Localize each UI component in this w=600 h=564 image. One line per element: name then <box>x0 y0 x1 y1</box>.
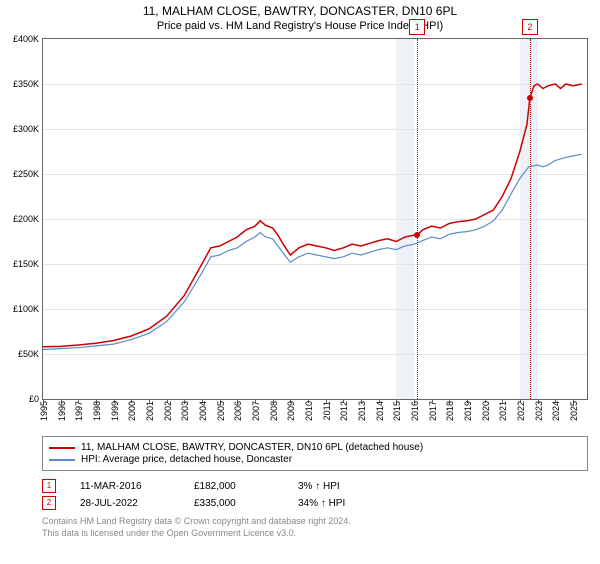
footer-line1: Contains HM Land Registry data © Crown c… <box>42 516 588 528</box>
x-axis-label: 2016 <box>410 401 420 421</box>
x-axis-label: 2022 <box>516 401 526 421</box>
event-vline <box>530 39 531 399</box>
y-axis-label: £300K <box>13 124 39 134</box>
event-price: £335,000 <box>194 498 274 509</box>
legend-swatch <box>49 459 75 461</box>
x-axis-label: 2013 <box>357 401 367 421</box>
x-axis-label: 2017 <box>428 401 438 421</box>
event-diff: 34% ↑ HPI <box>298 498 378 509</box>
x-axis-label: 2004 <box>198 401 208 421</box>
event-marker: 1 <box>409 19 425 35</box>
x-axis-label: 1995 <box>39 401 49 421</box>
chart-title: 11, MALHAM CLOSE, BAWTRY, DONCASTER, DN1… <box>0 4 600 18</box>
legend-row: 11, MALHAM CLOSE, BAWTRY, DONCASTER, DN1… <box>49 442 581 453</box>
x-axis-label: 2015 <box>392 401 402 421</box>
x-axis-label: 2019 <box>463 401 473 421</box>
event-price: £182,000 <box>194 481 274 492</box>
event-date: 28-JUL-2022 <box>80 498 170 509</box>
footer-line2: This data is licensed under the Open Gov… <box>42 528 588 540</box>
x-axis-label: 2011 <box>322 401 332 420</box>
legend-row: HPI: Average price, detached house, Donc… <box>49 454 581 465</box>
y-axis-label: £350K <box>13 79 39 89</box>
event-date: 11-MAR-2016 <box>80 481 170 492</box>
legend-label: HPI: Average price, detached house, Donc… <box>81 454 292 465</box>
y-axis-label: £400K <box>13 34 39 44</box>
chart-plot-area: £0£50K£100K£150K£200K£250K£300K£350K£400… <box>42 38 588 400</box>
legend-box: 11, MALHAM CLOSE, BAWTRY, DONCASTER, DN1… <box>42 436 588 471</box>
y-axis-label: £150K <box>13 259 39 269</box>
x-axis-label: 2009 <box>286 401 296 421</box>
event-marker: 2 <box>522 19 538 35</box>
y-axis-label: £100K <box>13 304 39 314</box>
y-axis-label: £200K <box>13 214 39 224</box>
event-diff: 3% ↑ HPI <box>298 481 378 492</box>
legend-swatch <box>49 447 75 449</box>
x-axis-label: 1996 <box>57 401 67 421</box>
series-property <box>43 84 582 347</box>
chart-subtitle: Price paid vs. HM Land Registry's House … <box>0 20 600 32</box>
x-axis-label: 2002 <box>163 401 173 421</box>
x-axis-label: 2006 <box>233 401 243 421</box>
x-axis-label: 1998 <box>92 401 102 421</box>
event-number-box: 1 <box>42 479 56 493</box>
x-axis-label: 2018 <box>445 401 455 421</box>
y-axis-label: £0 <box>29 394 39 404</box>
x-axis-label: 2025 <box>569 401 579 421</box>
x-axis-label: 2023 <box>534 401 544 421</box>
event-number-box: 2 <box>42 496 56 510</box>
x-axis-label: 2008 <box>269 401 279 421</box>
event-row: 2 28-JUL-2022 £335,000 34% ↑ HPI <box>42 496 588 510</box>
event-row: 1 11-MAR-2016 £182,000 3% ↑ HPI <box>42 479 588 493</box>
x-axis-label: 2007 <box>251 401 261 421</box>
y-axis-label: £250K <box>13 169 39 179</box>
x-axis-label: 2014 <box>375 401 385 421</box>
event-dot <box>527 95 533 101</box>
x-axis-label: 2012 <box>339 401 349 421</box>
x-axis-label: 2005 <box>216 401 226 421</box>
x-axis-label: 2000 <box>127 401 137 421</box>
event-dot <box>414 232 420 238</box>
chart-svg <box>43 39 587 399</box>
x-axis-label: 2010 <box>304 401 314 421</box>
x-axis-label: 1997 <box>74 401 84 421</box>
footer-attribution: Contains HM Land Registry data © Crown c… <box>42 516 588 539</box>
series-hpi <box>43 154 582 349</box>
x-axis-label: 2001 <box>145 401 155 421</box>
x-axis-label: 2021 <box>498 401 508 421</box>
x-axis-label: 1999 <box>110 401 120 421</box>
x-axis-label: 2003 <box>180 401 190 421</box>
y-axis-label: £50K <box>18 349 39 359</box>
event-vline <box>417 39 418 399</box>
x-axis-label: 2024 <box>551 401 561 421</box>
legend-label: 11, MALHAM CLOSE, BAWTRY, DONCASTER, DN1… <box>81 442 423 453</box>
events-table: 1 11-MAR-2016 £182,000 3% ↑ HPI 2 28-JUL-2022… <box>42 479 588 510</box>
x-axis-label: 2020 <box>481 401 491 421</box>
